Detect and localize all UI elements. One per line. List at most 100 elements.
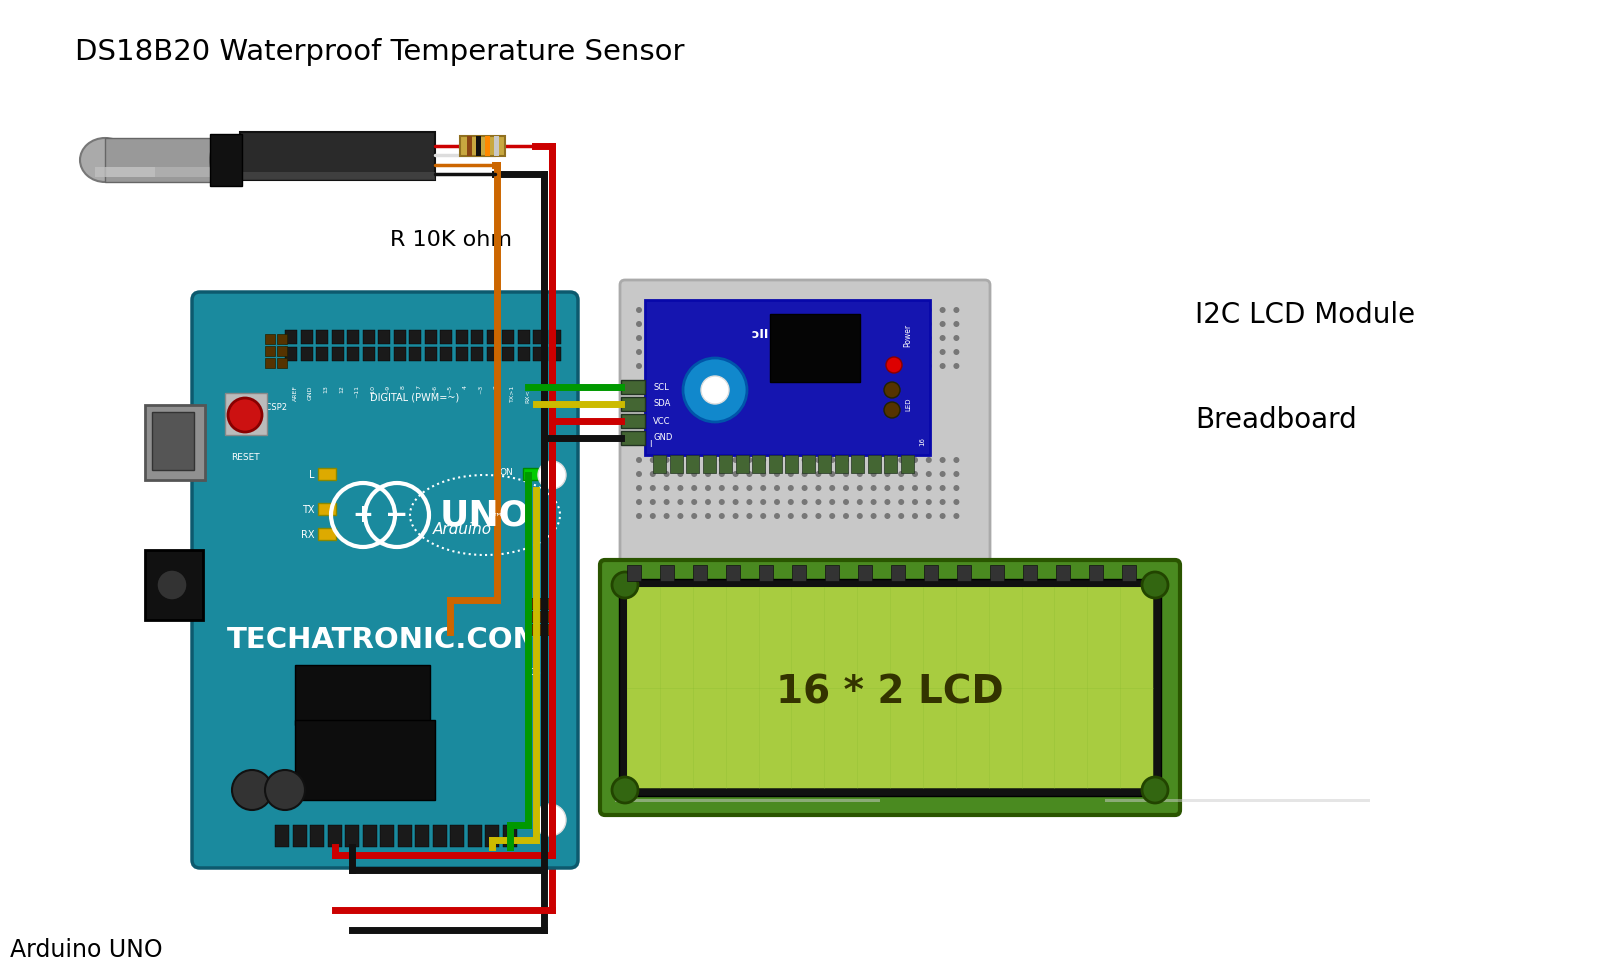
Circle shape (746, 349, 752, 355)
Circle shape (816, 485, 821, 491)
Circle shape (898, 363, 904, 369)
Bar (957, 565, 971, 581)
Bar (331, 347, 344, 361)
Bar (146, 550, 203, 620)
Circle shape (926, 307, 931, 313)
Text: POWER: POWER (331, 893, 363, 902)
Bar (467, 825, 482, 847)
Circle shape (926, 485, 931, 491)
Circle shape (733, 321, 739, 327)
Bar (440, 330, 453, 344)
Circle shape (733, 513, 739, 519)
Text: LED: LED (906, 397, 910, 411)
Bar (486, 347, 499, 361)
Bar (627, 587, 1154, 788)
Circle shape (650, 321, 656, 327)
Text: −: − (386, 501, 408, 529)
Circle shape (898, 499, 904, 505)
Circle shape (664, 499, 670, 505)
Bar (802, 455, 814, 473)
Bar (277, 346, 286, 356)
Text: RESET: RESET (230, 453, 259, 462)
Circle shape (677, 513, 683, 519)
Circle shape (870, 485, 877, 491)
Circle shape (843, 349, 850, 355)
Text: ~10: ~10 (370, 385, 374, 398)
Bar (240, 132, 435, 180)
Circle shape (954, 349, 960, 355)
Circle shape (650, 513, 656, 519)
Bar (1106, 799, 1370, 802)
Circle shape (718, 363, 725, 369)
Circle shape (637, 485, 642, 491)
Circle shape (883, 382, 899, 398)
Circle shape (829, 485, 835, 491)
Text: ANALOG IN: ANALOG IN (427, 893, 474, 902)
Ellipse shape (80, 138, 130, 182)
Circle shape (650, 485, 656, 491)
Circle shape (774, 485, 781, 491)
Circle shape (883, 402, 899, 418)
Bar (424, 330, 437, 344)
Bar (378, 347, 390, 361)
Circle shape (912, 321, 918, 327)
Circle shape (538, 461, 566, 489)
Circle shape (829, 349, 835, 355)
Circle shape (858, 457, 862, 463)
Bar (726, 565, 739, 581)
Circle shape (664, 513, 670, 519)
Circle shape (157, 570, 187, 600)
Bar (432, 825, 446, 847)
Circle shape (858, 499, 862, 505)
Circle shape (760, 307, 766, 313)
Ellipse shape (210, 138, 230, 182)
Circle shape (954, 307, 960, 313)
Circle shape (266, 770, 306, 810)
Circle shape (912, 471, 918, 477)
Circle shape (885, 513, 890, 519)
Circle shape (706, 457, 710, 463)
Bar (1056, 565, 1070, 581)
Circle shape (829, 457, 835, 463)
Text: A0: A0 (419, 875, 424, 882)
Circle shape (774, 457, 781, 463)
Circle shape (774, 307, 781, 313)
Circle shape (885, 349, 890, 355)
Bar (317, 330, 328, 344)
Bar (621, 397, 645, 411)
Bar (523, 468, 541, 480)
Circle shape (787, 321, 794, 327)
Bar (394, 347, 405, 361)
Circle shape (939, 335, 946, 341)
Circle shape (760, 457, 766, 463)
Text: UNO: UNO (440, 498, 530, 532)
Circle shape (912, 457, 918, 463)
Circle shape (746, 335, 752, 341)
Bar (146, 405, 205, 480)
Circle shape (912, 335, 918, 341)
Circle shape (677, 457, 683, 463)
Circle shape (926, 499, 931, 505)
Bar (363, 330, 374, 344)
Bar (294, 720, 435, 800)
Circle shape (926, 335, 931, 341)
Bar (440, 347, 453, 361)
Circle shape (718, 321, 725, 327)
Bar (94, 167, 155, 177)
Bar (470, 347, 483, 361)
Circle shape (926, 471, 931, 477)
Bar (397, 825, 411, 847)
Circle shape (760, 499, 766, 505)
Circle shape (787, 363, 794, 369)
Circle shape (733, 457, 739, 463)
Bar (669, 455, 683, 473)
Bar (477, 136, 482, 156)
Bar (891, 565, 906, 581)
Circle shape (816, 349, 821, 355)
Bar (301, 347, 312, 361)
Bar (318, 503, 336, 515)
Text: I: I (648, 440, 651, 449)
Circle shape (774, 499, 781, 505)
Circle shape (637, 335, 642, 341)
Bar (294, 665, 430, 725)
